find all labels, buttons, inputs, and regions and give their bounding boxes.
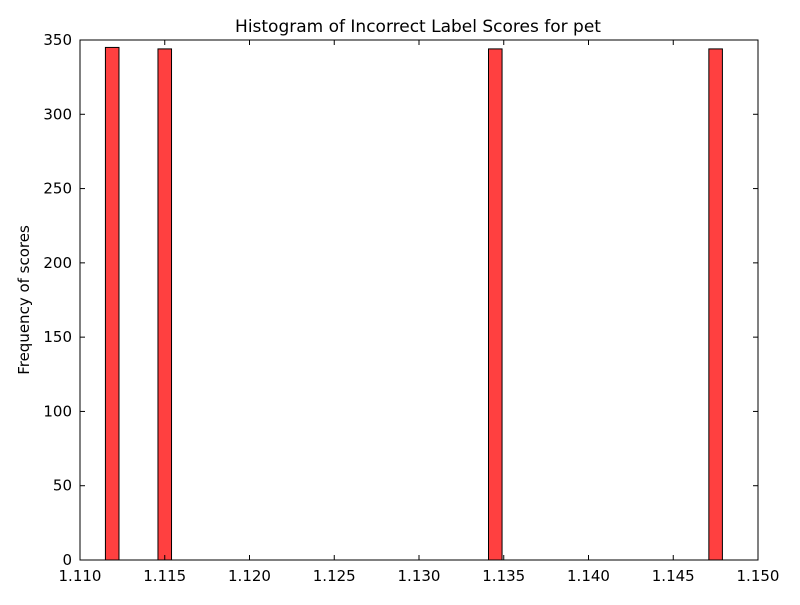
x-tick-label: 1.150 (737, 567, 780, 585)
y-tick-label: 100 (43, 402, 72, 420)
bars-layer (104, 46, 723, 561)
y-tick-label: 0 (62, 551, 72, 569)
y-tick-label: 150 (43, 328, 72, 346)
ticks-layer: 1.110 1.115 1.120 1.125 1.130 1.135 1.140 1.145… (43, 31, 779, 585)
y-tick-label: 350 (43, 31, 72, 49)
x-tick-label: 1.130 (398, 567, 441, 585)
histogram-bar-3 (488, 48, 503, 561)
y-tick-label: 300 (43, 105, 72, 123)
histogram-bar-4 (708, 48, 723, 561)
y-axis-label: Frequency of scores (15, 225, 33, 375)
x-tick-label: 1.120 (228, 567, 271, 585)
x-tick-label: 1.145 (652, 567, 695, 585)
y-tick-label: 250 (43, 180, 72, 198)
histogram-bar-2 (157, 48, 173, 561)
chart-title: Histogram of Incorrect Label Scores for … (235, 17, 601, 37)
y-tick-label: 200 (43, 254, 72, 272)
x-tick-label: 1.140 (567, 567, 610, 585)
x-tick-label: 1.110 (59, 567, 102, 585)
x-tick-label: 1.135 (482, 567, 525, 585)
y-tick-label: 50 (53, 477, 72, 495)
x-tick-label: 1.115 (143, 567, 186, 585)
plot-area-frame (79, 39, 759, 561)
histogram-bar-1 (104, 46, 120, 561)
x-tick-label: 1.125 (313, 567, 356, 585)
